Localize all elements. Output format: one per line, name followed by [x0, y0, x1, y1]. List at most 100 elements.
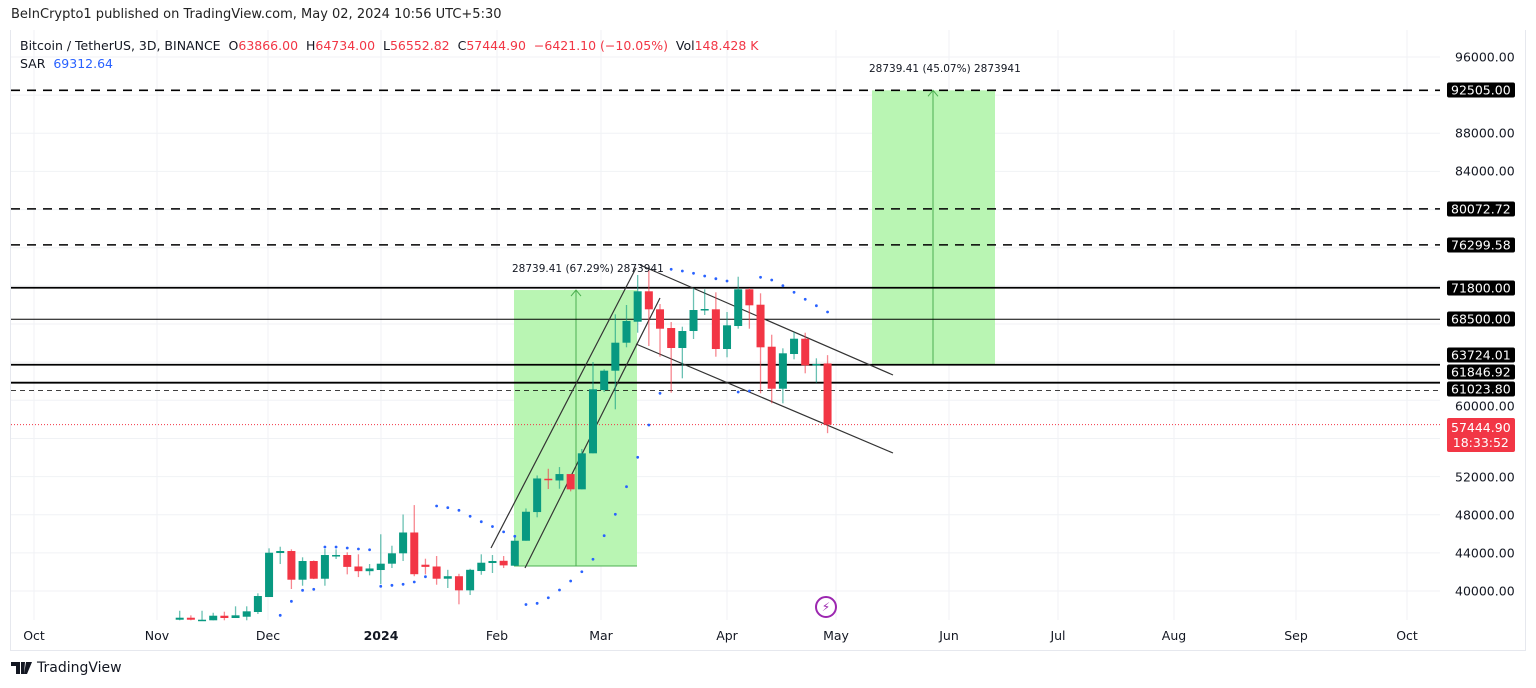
candle-body [186, 617, 195, 620]
brand-name: TradingView [37, 660, 122, 676]
sar-dot [312, 587, 316, 591]
candle [231, 606, 240, 619]
candle-body [700, 309, 709, 311]
sar-dot [725, 279, 729, 283]
candle [790, 332, 799, 360]
candle-body [231, 615, 240, 619]
candle [421, 558, 430, 575]
candle-body [533, 478, 542, 513]
y-axis-tick[interactable]: 84000.00 [1455, 163, 1515, 179]
candle [745, 288, 754, 329]
candle-body [611, 342, 620, 371]
sar-dot [625, 485, 628, 489]
y-axis-tick[interactable]: 60000.00 [1455, 398, 1515, 414]
close-label: C [457, 38, 467, 53]
close-value: 57444.90 [466, 38, 526, 53]
candle [175, 610, 184, 621]
sar-dot [792, 290, 796, 294]
x-axis-tick[interactable]: Oct [23, 628, 45, 643]
y-axis-tick[interactable]: 40000.00 [1455, 583, 1515, 599]
last-price-tag: 57444.90 18:33:52 [1447, 417, 1515, 452]
sar-dot [491, 525, 494, 528]
candle [253, 593, 262, 615]
candle-body [644, 291, 653, 310]
candle-body [466, 569, 475, 591]
x-axis-tick[interactable]: Nov [144, 628, 170, 643]
y-axis-tick[interactable]: 96000.00 [1455, 49, 1515, 65]
x-axis-tick[interactable]: Aug [1161, 628, 1187, 643]
sar-dot [390, 583, 394, 587]
candle [723, 312, 732, 358]
sar-dot [747, 389, 751, 393]
candle [376, 534, 385, 585]
candle [332, 549, 341, 560]
sar-dot [602, 534, 606, 538]
candle [544, 468, 553, 490]
sar-dot [424, 575, 427, 579]
candle [309, 560, 318, 580]
candle [209, 612, 218, 621]
y-axis-tick[interactable]: 48000.00 [1455, 507, 1515, 523]
candle-body [354, 566, 363, 572]
candle-body [689, 310, 698, 332]
candle [410, 505, 419, 577]
sar-dot [591, 557, 595, 561]
sar-dot [569, 579, 573, 583]
candle [756, 293, 765, 394]
sar-label[interactable]: SAR [20, 56, 46, 71]
level-price-tag: 63724.01 [1447, 347, 1515, 363]
lightning-icon[interactable]: ⚡︎ [815, 596, 837, 618]
candle [667, 322, 676, 393]
open-value: 63866.00 [238, 38, 299, 53]
candle-body [566, 474, 575, 490]
sar-dot [770, 278, 774, 282]
sar-dot [535, 601, 539, 605]
sar-dot [290, 599, 293, 603]
candle [276, 546, 285, 565]
x-axis-tick[interactable]: Apr [716, 628, 738, 643]
sar-dot [468, 514, 472, 518]
sar-dot [524, 603, 528, 606]
candle-body [443, 576, 452, 579]
y-axis-tick[interactable]: 88000.00 [1455, 125, 1515, 141]
candle [533, 475, 542, 518]
x-axis-tick[interactable]: Sep [1284, 628, 1308, 643]
sar-value: 69312.64 [53, 56, 114, 71]
sar-dot [669, 267, 673, 271]
y-axis-tick[interactable]: 44000.00 [1455, 545, 1515, 561]
x-axis-tick[interactable]: Feb [485, 628, 509, 643]
x-axis-tick[interactable]: Jun [939, 628, 959, 643]
candle [656, 304, 665, 357]
candle [767, 334, 776, 404]
candle-body [756, 304, 765, 348]
candle-body [734, 289, 743, 327]
candle-body [287, 551, 296, 580]
candle-body [600, 370, 609, 391]
x-axis-tick[interactable]: Jul [1050, 628, 1066, 643]
candle-body [711, 309, 720, 350]
trend-line [639, 264, 894, 376]
candle [801, 332, 810, 374]
sar-dot [412, 580, 416, 584]
candle-body [454, 576, 463, 591]
candle-body [778, 353, 787, 389]
sar-dot [357, 547, 360, 551]
sar-dot [759, 275, 762, 279]
candle-body [678, 331, 687, 349]
x-axis-tick[interactable]: 2024 [363, 628, 399, 643]
y-axis-tick[interactable]: 52000.00 [1455, 469, 1515, 485]
symbol-title[interactable]: Bitcoin / TetherUS, 3D, BINANCE [20, 38, 221, 53]
x-axis-tick[interactable]: May [823, 628, 849, 643]
candle [622, 305, 631, 348]
candle-body [410, 532, 419, 575]
tradingview-logo[interactable]: TradingView [11, 660, 122, 676]
volume-value: 148.428 K [694, 38, 759, 53]
candle-body [790, 338, 799, 355]
x-axis-tick[interactable]: Oct [1396, 628, 1418, 643]
x-axis-tick[interactable]: Dec [255, 628, 281, 643]
candle [320, 549, 329, 586]
x-axis-tick[interactable]: Mar [589, 628, 613, 643]
candle-body [622, 321, 631, 343]
candle [443, 569, 452, 589]
